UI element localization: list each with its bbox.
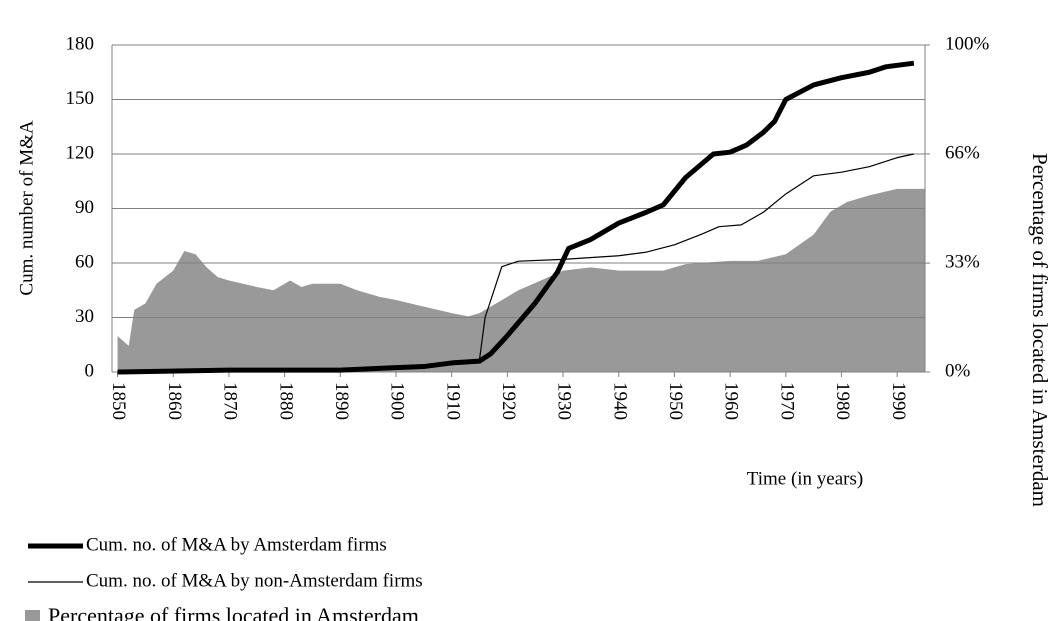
x-tick-label: 1990 xyxy=(888,382,909,420)
y2-tick-label: 66% xyxy=(945,142,980,163)
x-axis-label: Time (in years) xyxy=(747,468,863,489)
y-tick-label: 120 xyxy=(66,142,95,163)
x-tick-label: 1880 xyxy=(275,382,296,420)
legend-label: Cum. no. of M&A by non-Amsterdam firms xyxy=(86,570,423,591)
x-tick-label: 1960 xyxy=(721,382,742,420)
y-tick-label: 90 xyxy=(75,197,94,218)
legend-label: Percentage of firms located in Amsterdam xyxy=(48,603,419,621)
area xyxy=(117,188,926,372)
y-tick-label: 150 xyxy=(66,88,95,109)
legend-swatch xyxy=(25,610,40,621)
x-tick-label: 1920 xyxy=(498,382,519,420)
legend-label: Cum. no. of M&A by Amsterdam firms xyxy=(86,534,387,555)
x-tick-label: 1890 xyxy=(331,382,352,420)
y2-tick-label: 100% xyxy=(945,33,990,54)
x-tick-label: 1900 xyxy=(387,382,408,420)
line xyxy=(117,153,914,373)
x-tick-label: 1980 xyxy=(832,382,853,420)
x-tick-label: 1850 xyxy=(108,382,129,420)
y-tick-label: 30 xyxy=(75,306,94,327)
y-tick-label: 60 xyxy=(75,251,94,272)
y-tick-label: 0 xyxy=(85,360,95,381)
line xyxy=(117,60,915,375)
x-tick-label: 1940 xyxy=(609,382,630,420)
y2-tick-label: 0% xyxy=(945,360,971,381)
x-tick-label: 1930 xyxy=(554,382,575,420)
x-tick-label: 1970 xyxy=(776,382,797,420)
x-tick-label: 1950 xyxy=(665,382,686,420)
x-tick-label: 1910 xyxy=(442,382,463,420)
y2-axis-label: Percentage of firms located in Amsterdam xyxy=(1028,153,1052,507)
x-tick-label: 1860 xyxy=(164,382,185,420)
x-tick-label: 1870 xyxy=(220,382,241,420)
y2-tick-label: 33% xyxy=(945,251,980,272)
y-axis-label: Cum. number of M&A xyxy=(16,120,37,295)
y-tick-label: 180 xyxy=(66,33,95,54)
